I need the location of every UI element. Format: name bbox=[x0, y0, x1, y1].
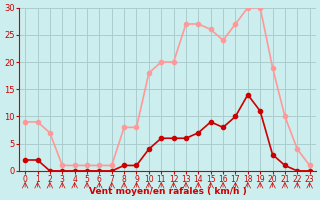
X-axis label: Vent moyen/en rafales ( km/h ): Vent moyen/en rafales ( km/h ) bbox=[89, 187, 246, 196]
